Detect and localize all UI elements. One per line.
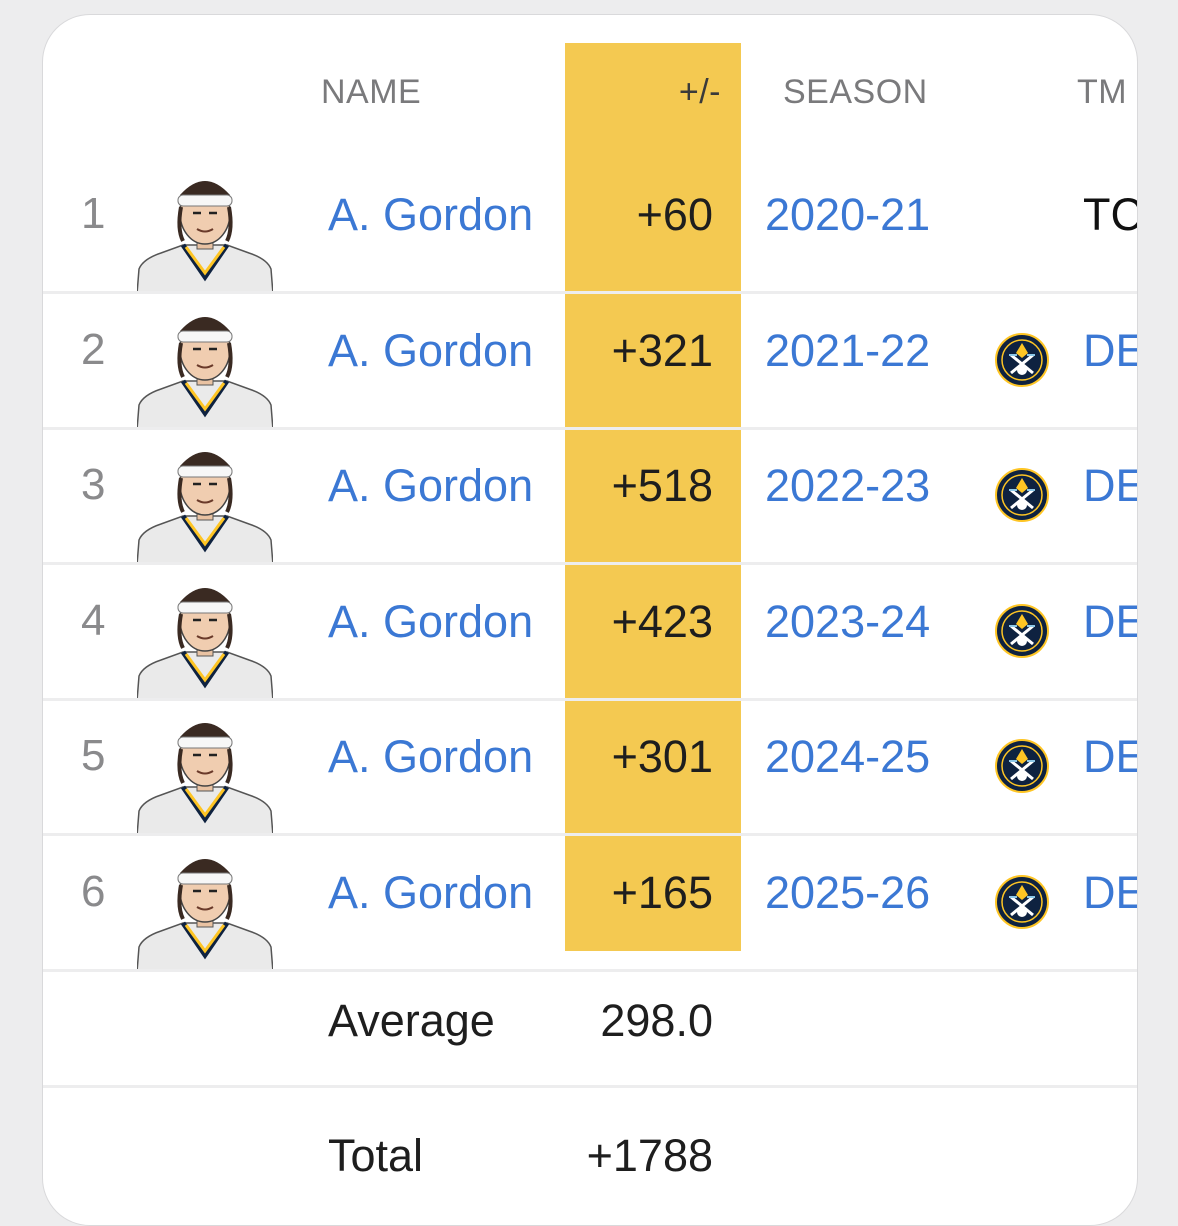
team-column-header[interactable]: TM xyxy=(1077,73,1128,111)
season-link[interactable]: 2023-24 xyxy=(765,595,931,647)
rank-number: 2 xyxy=(81,324,106,374)
player-headshot-icon[interactable] xyxy=(137,580,273,701)
rank-number: 6 xyxy=(81,866,106,916)
nuggets-logo-icon[interactable] xyxy=(995,468,1049,522)
season-link[interactable]: 2020-21 xyxy=(765,189,931,240)
season-link[interactable]: 2024-25 xyxy=(765,731,931,782)
rank-number: 3 xyxy=(81,460,106,509)
row-divider xyxy=(43,697,1137,701)
table-row[interactable]: 3 A. Gordon +518 2022-23 DE xyxy=(43,430,1137,565)
team-link[interactable]: DE xyxy=(1083,460,1137,511)
plusminus-column-highlight xyxy=(565,43,741,951)
name-column-header[interactable]: NAME xyxy=(321,73,422,111)
player-headshot-icon[interactable] xyxy=(137,715,273,836)
plusminus-column-header[interactable]: +/- xyxy=(678,73,721,111)
player-headshot-icon[interactable] xyxy=(137,444,273,565)
nuggets-logo-icon[interactable] xyxy=(995,603,1049,658)
player-name-link[interactable]: A. Gordon xyxy=(328,731,534,782)
player-headshot-icon[interactable] xyxy=(137,309,273,430)
row-divider xyxy=(43,562,1137,565)
season-link[interactable]: 2025-26 xyxy=(765,866,931,918)
team-link[interactable]: DE xyxy=(1083,595,1137,647)
table-row[interactable]: 2 A. Gordon +321 2021-22 DE xyxy=(43,295,1137,430)
total-label: Total xyxy=(328,1130,424,1181)
player-name-link[interactable]: A. Gordon xyxy=(328,324,534,376)
rank-number: 1 xyxy=(81,189,106,238)
nuggets-logo-icon[interactable] xyxy=(995,332,1049,387)
team-link[interactable]: TC xyxy=(1083,189,1138,240)
team-link[interactable]: DE xyxy=(1083,324,1137,376)
table-row[interactable]: 5 A. Gordon +301 2024-25 DE xyxy=(43,701,1137,836)
row-divider xyxy=(43,968,1137,972)
player-name-link[interactable]: A. Gordon xyxy=(328,189,534,240)
season-link[interactable]: 2022-23 xyxy=(765,460,931,511)
average-label: Average xyxy=(328,995,495,1046)
row-divider xyxy=(43,833,1137,836)
table-row[interactable]: 4 A. Gordon +423 2023-24 DE xyxy=(43,566,1137,701)
season-column-header[interactable]: SEASON xyxy=(783,73,928,111)
row-divider xyxy=(43,426,1137,430)
team-link[interactable]: DE xyxy=(1083,866,1137,918)
plusminus-value: +423 xyxy=(611,595,713,647)
player-headshot-icon[interactable] xyxy=(137,851,273,972)
table-row[interactable]: 6 A. Gordon +165 2025-26 DE xyxy=(43,837,1137,972)
stats-table-card: NAME +/- SEASON TM 1 A. Gordon +60 2020-… xyxy=(42,14,1138,1226)
player-headshot-icon[interactable] xyxy=(137,173,273,294)
average-value: 298.0 xyxy=(600,995,713,1046)
nuggets-logo-icon[interactable] xyxy=(995,874,1049,929)
total-value: +1788 xyxy=(586,1130,713,1181)
player-name-link[interactable]: A. Gordon xyxy=(328,866,534,918)
team-link[interactable]: DE xyxy=(1083,731,1137,782)
table-row[interactable]: 1 A. Gordon +60 2020-21 TC xyxy=(43,159,1137,294)
plusminus-value: +518 xyxy=(611,460,713,511)
nuggets-logo-icon[interactable] xyxy=(995,739,1049,793)
total-row: Total +1788 xyxy=(43,1088,1137,1223)
row-divider xyxy=(43,291,1137,294)
rank-number: 4 xyxy=(81,595,106,645)
rank-number: 5 xyxy=(81,731,106,780)
plusminus-value: +301 xyxy=(611,731,713,782)
season-link[interactable]: 2021-22 xyxy=(765,324,931,376)
average-row: Average 298.0 xyxy=(43,953,1137,1088)
plusminus-value: +60 xyxy=(636,189,713,240)
player-name-link[interactable]: A. Gordon xyxy=(328,595,534,647)
player-name-link[interactable]: A. Gordon xyxy=(328,460,534,511)
row-divider xyxy=(43,1085,1137,1088)
plusminus-value: +165 xyxy=(611,866,713,918)
plusminus-value: +321 xyxy=(611,324,713,376)
